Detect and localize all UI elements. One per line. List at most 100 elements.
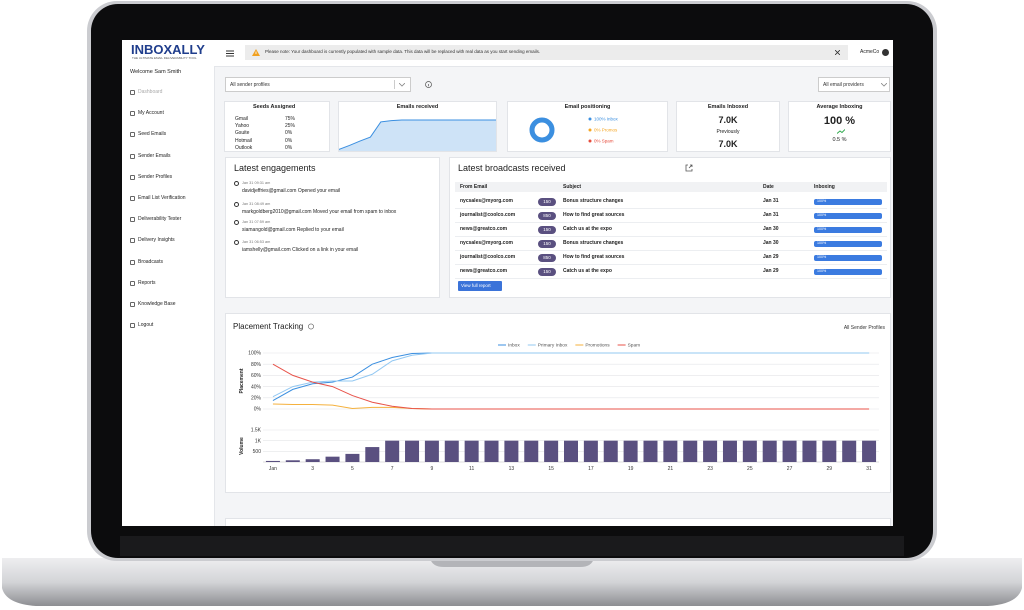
x-tick-label: 7: [391, 466, 394, 472]
legend-dot: [588, 117, 592, 121]
bar: [802, 440, 817, 462]
engagements-card: Latest engagements Jan 31 09:31 am davidj…: [225, 157, 440, 298]
view-report-button[interactable]: View full report: [458, 281, 502, 291]
nav-item[interactable]: My Account: [138, 110, 164, 117]
account-menu[interactable]: [882, 49, 889, 56]
account-name[interactable]: AcmeCo: [860, 49, 880, 55]
sidebar: Welcome Sam Smith Dashboard My Account See…: [122, 66, 215, 526]
lower-card: [225, 518, 891, 526]
card-title: Seeds Assigned: [253, 104, 296, 110]
bar: [603, 440, 618, 462]
inboxing-cell: 100%: [814, 227, 882, 233]
inboxing-cell: 100%: [814, 269, 882, 275]
bar: [822, 440, 837, 462]
seed-provider: Gsuite: [235, 130, 250, 137]
nav-item[interactable]: Sender Emails: [138, 152, 171, 159]
engagement-text: davidjeffries@gmail.com Opened your emai…: [242, 188, 341, 194]
inboxing: 100%: [817, 199, 827, 204]
engagement-time: Jan 31 08:49 am: [242, 202, 271, 206]
subject: How to find great sources: [563, 212, 625, 218]
column-header: Inboxing: [814, 184, 835, 190]
from-email: journalist@coolco.com: [460, 254, 516, 260]
external-link-icon[interactable]: [685, 164, 693, 172]
chevron: [399, 83, 405, 87]
x-tick-label: 13: [509, 466, 515, 472]
column-header: From Email: [460, 184, 488, 190]
engagement-marker: [234, 240, 239, 245]
previous-value: 7.0K: [718, 139, 738, 149]
bar: [365, 447, 380, 462]
nav-item[interactable]: Knowledge Base: [138, 301, 176, 307]
menu-icon[interactable]: [226, 50, 234, 57]
card-title: Average Inboxing: [816, 104, 863, 110]
series-line: [272, 403, 870, 410]
legend-dot: [588, 128, 592, 132]
trend-icon: [837, 129, 845, 134]
inboxing: 100%: [817, 269, 827, 274]
series-line: [272, 363, 870, 410]
nav-item[interactable]: Logout: [138, 322, 154, 329]
profile-filter[interactable]: All Sender Profiles: [844, 325, 886, 331]
row-separator: [455, 250, 887, 251]
sparkline: [339, 119, 496, 151]
bar: [524, 440, 539, 462]
y-tick-label: 1K: [255, 438, 262, 444]
card-title: Email positioning: [564, 104, 611, 110]
nav-item[interactable]: Sender Profiles: [138, 173, 173, 180]
nav-item[interactable]: Email List Verification: [138, 195, 186, 201]
info-icon[interactable]: [308, 323, 314, 330]
profile-select-text: All sender profiles: [230, 82, 270, 88]
profile-select[interactable]: All sender profiles: [225, 77, 411, 92]
button-text: View full report: [461, 283, 491, 288]
x-tick-label: 21: [668, 466, 674, 472]
nav-item[interactable]: Delivery Insights: [138, 237, 175, 244]
nav-icon: [130, 90, 135, 95]
nav-item[interactable]: Reports: [138, 279, 156, 286]
seed-percent: 0%: [285, 137, 293, 144]
card-title: Latest engagements: [234, 163, 316, 173]
column-header: Date: [763, 184, 774, 190]
card-title: Emails received: [396, 104, 439, 110]
bar: [643, 440, 658, 462]
bar: [345, 453, 360, 462]
bar: [285, 460, 300, 462]
nav-item[interactable]: Seed Emails: [138, 131, 167, 138]
nav-item[interactable]: Deliverability Tester: [138, 216, 182, 223]
series-line: [272, 352, 870, 398]
bar: [424, 440, 439, 462]
legend-label: Primary Inbox: [538, 343, 568, 349]
from-email: nycsales@myorg.com: [460, 240, 513, 246]
donut: 100% Inbox 0% Promos 0% Spam: [529, 117, 619, 144]
nav-icon: [130, 280, 135, 286]
from-email: nycsales@myorg.com: [460, 198, 513, 204]
inboxed-value: 7.0K: [718, 115, 738, 125]
nav-icon: [130, 153, 135, 159]
line: [339, 119, 496, 150]
notice-bar: Please note: Your dashboard is currently…: [245, 45, 848, 60]
x-tick-label: 27: [787, 466, 793, 472]
inboxing: 100%: [817, 213, 827, 218]
nav-item[interactable]: Broadcasts: [138, 258, 164, 265]
nav-icon: [130, 259, 135, 265]
nav-item[interactable]: Dashboard: [138, 89, 163, 95]
seed-provider: Gmail: [235, 116, 249, 122]
engagement-time: Jan 31 06:53 am: [242, 240, 271, 244]
donut-segment: [529, 117, 555, 143]
placement-chart: Placement Tracking All Sender Profiles 0…: [233, 322, 886, 472]
info-icon[interactable]: [425, 81, 432, 88]
seeds-card: Seeds Assigned Gmail 75% Yahoo 25% Gsuite 0% H…: [224, 101, 330, 152]
count: 150: [543, 198, 551, 204]
provider-select[interactable]: All email providers: [818, 77, 890, 92]
x-tick-label: 5: [351, 466, 354, 472]
inboxing-cell: 100%: [814, 255, 882, 261]
table-header-bg: [455, 182, 887, 192]
laptop-base: [2, 558, 1022, 606]
count: 850: [543, 212, 551, 218]
row-separator: [455, 278, 887, 279]
bar: [385, 440, 400, 462]
from-email: news@greatco.com: [460, 268, 508, 274]
date: Jan 29: [763, 268, 779, 274]
logo[interactable]: INBOXALLY: [131, 42, 205, 57]
nav-icon: [130, 174, 135, 180]
close-icon[interactable]: [835, 50, 840, 55]
